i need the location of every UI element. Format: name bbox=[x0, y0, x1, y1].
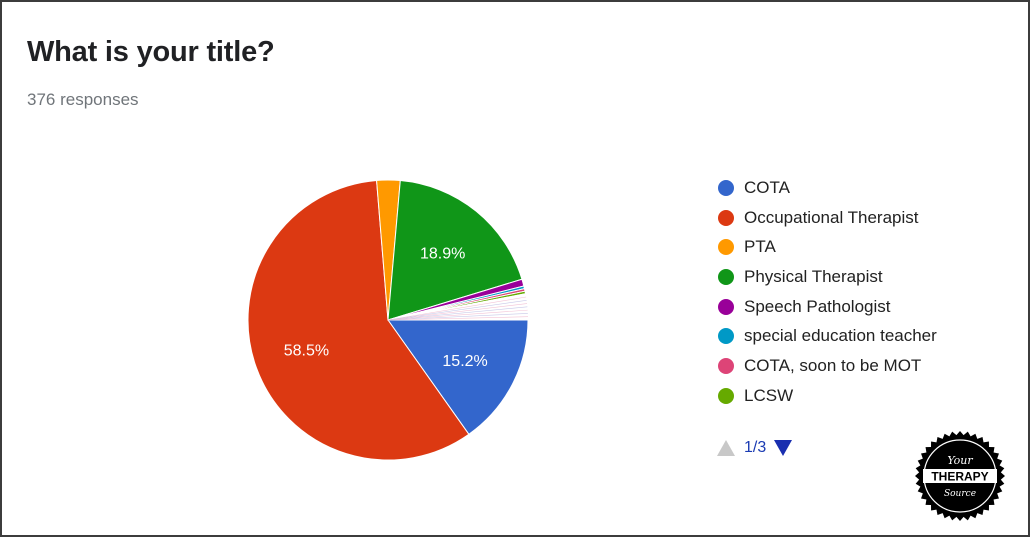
legend-label: LCSW bbox=[744, 385, 794, 405]
slice-label: 58.5% bbox=[284, 343, 329, 360]
legend-item[interactable]: COTA bbox=[718, 173, 937, 203]
legend-label: Physical Therapist bbox=[744, 266, 883, 286]
slice-label: 15.2% bbox=[442, 353, 487, 370]
pie-slice[interactable] bbox=[247, 179, 470, 461]
slice-hairline bbox=[387, 309, 528, 321]
response-count: 376 responses bbox=[27, 90, 139, 109]
slice-hairline bbox=[387, 296, 527, 321]
legend-label: Speech Pathologist bbox=[744, 296, 891, 316]
logo-text-therapy: THERAPY bbox=[931, 470, 988, 484]
legend-label: COTA, soon to be MOT bbox=[744, 355, 922, 375]
legend-dot bbox=[718, 209, 734, 226]
chart-title: What is your title? bbox=[27, 36, 275, 68]
legend-label: special education teacher bbox=[744, 326, 937, 346]
slice-hairline bbox=[387, 306, 528, 321]
slice-hairline bbox=[387, 313, 528, 321]
slice-hairline bbox=[387, 303, 528, 321]
legend-dot bbox=[718, 387, 734, 404]
legend-item[interactable]: COTA, soon to be MOT bbox=[718, 351, 937, 381]
triangle-down-icon[interactable] bbox=[774, 440, 793, 456]
legend-label: COTA bbox=[744, 177, 790, 197]
legend-item[interactable]: Speech Pathologist bbox=[718, 292, 937, 322]
therapy-source-logo: Your THERAPY Source bbox=[915, 431, 1005, 521]
pie-slice[interactable] bbox=[387, 179, 523, 321]
legend-item[interactable]: LCSW bbox=[718, 381, 937, 411]
triangle-up-icon[interactable] bbox=[717, 440, 735, 456]
legend-pager: 1/3 bbox=[717, 439, 793, 457]
legend-item[interactable]: Physical Therapist bbox=[718, 262, 937, 292]
slice-hairline bbox=[387, 299, 527, 321]
legend-label: Occupational Therapist bbox=[744, 207, 919, 227]
legend-item[interactable]: special education teacher bbox=[718, 321, 937, 351]
legend-item[interactable]: Occupational Therapist bbox=[718, 203, 937, 233]
legend-dot bbox=[718, 239, 734, 256]
legend-dot bbox=[718, 298, 734, 315]
slice-hairline bbox=[387, 316, 528, 321]
page-indicator: 1/3 bbox=[744, 439, 767, 456]
logo-text-source: Source bbox=[944, 489, 976, 499]
legend-dot bbox=[718, 357, 734, 374]
legend-item[interactable]: PTA bbox=[718, 232, 937, 262]
legend-dot bbox=[718, 328, 734, 345]
legend-dot bbox=[718, 268, 734, 285]
logo-text-your: Your bbox=[947, 454, 973, 467]
chart-legend: COTA Occupational Therapist PTA Physical… bbox=[718, 173, 937, 411]
legend-dot bbox=[718, 179, 734, 196]
slice-label: 18.9% bbox=[420, 246, 465, 263]
pie-chart: 15.2% 58.5% 18.9% bbox=[247, 179, 529, 461]
pie-slice[interactable] bbox=[387, 319, 529, 435]
legend-label: PTA bbox=[744, 237, 776, 257]
